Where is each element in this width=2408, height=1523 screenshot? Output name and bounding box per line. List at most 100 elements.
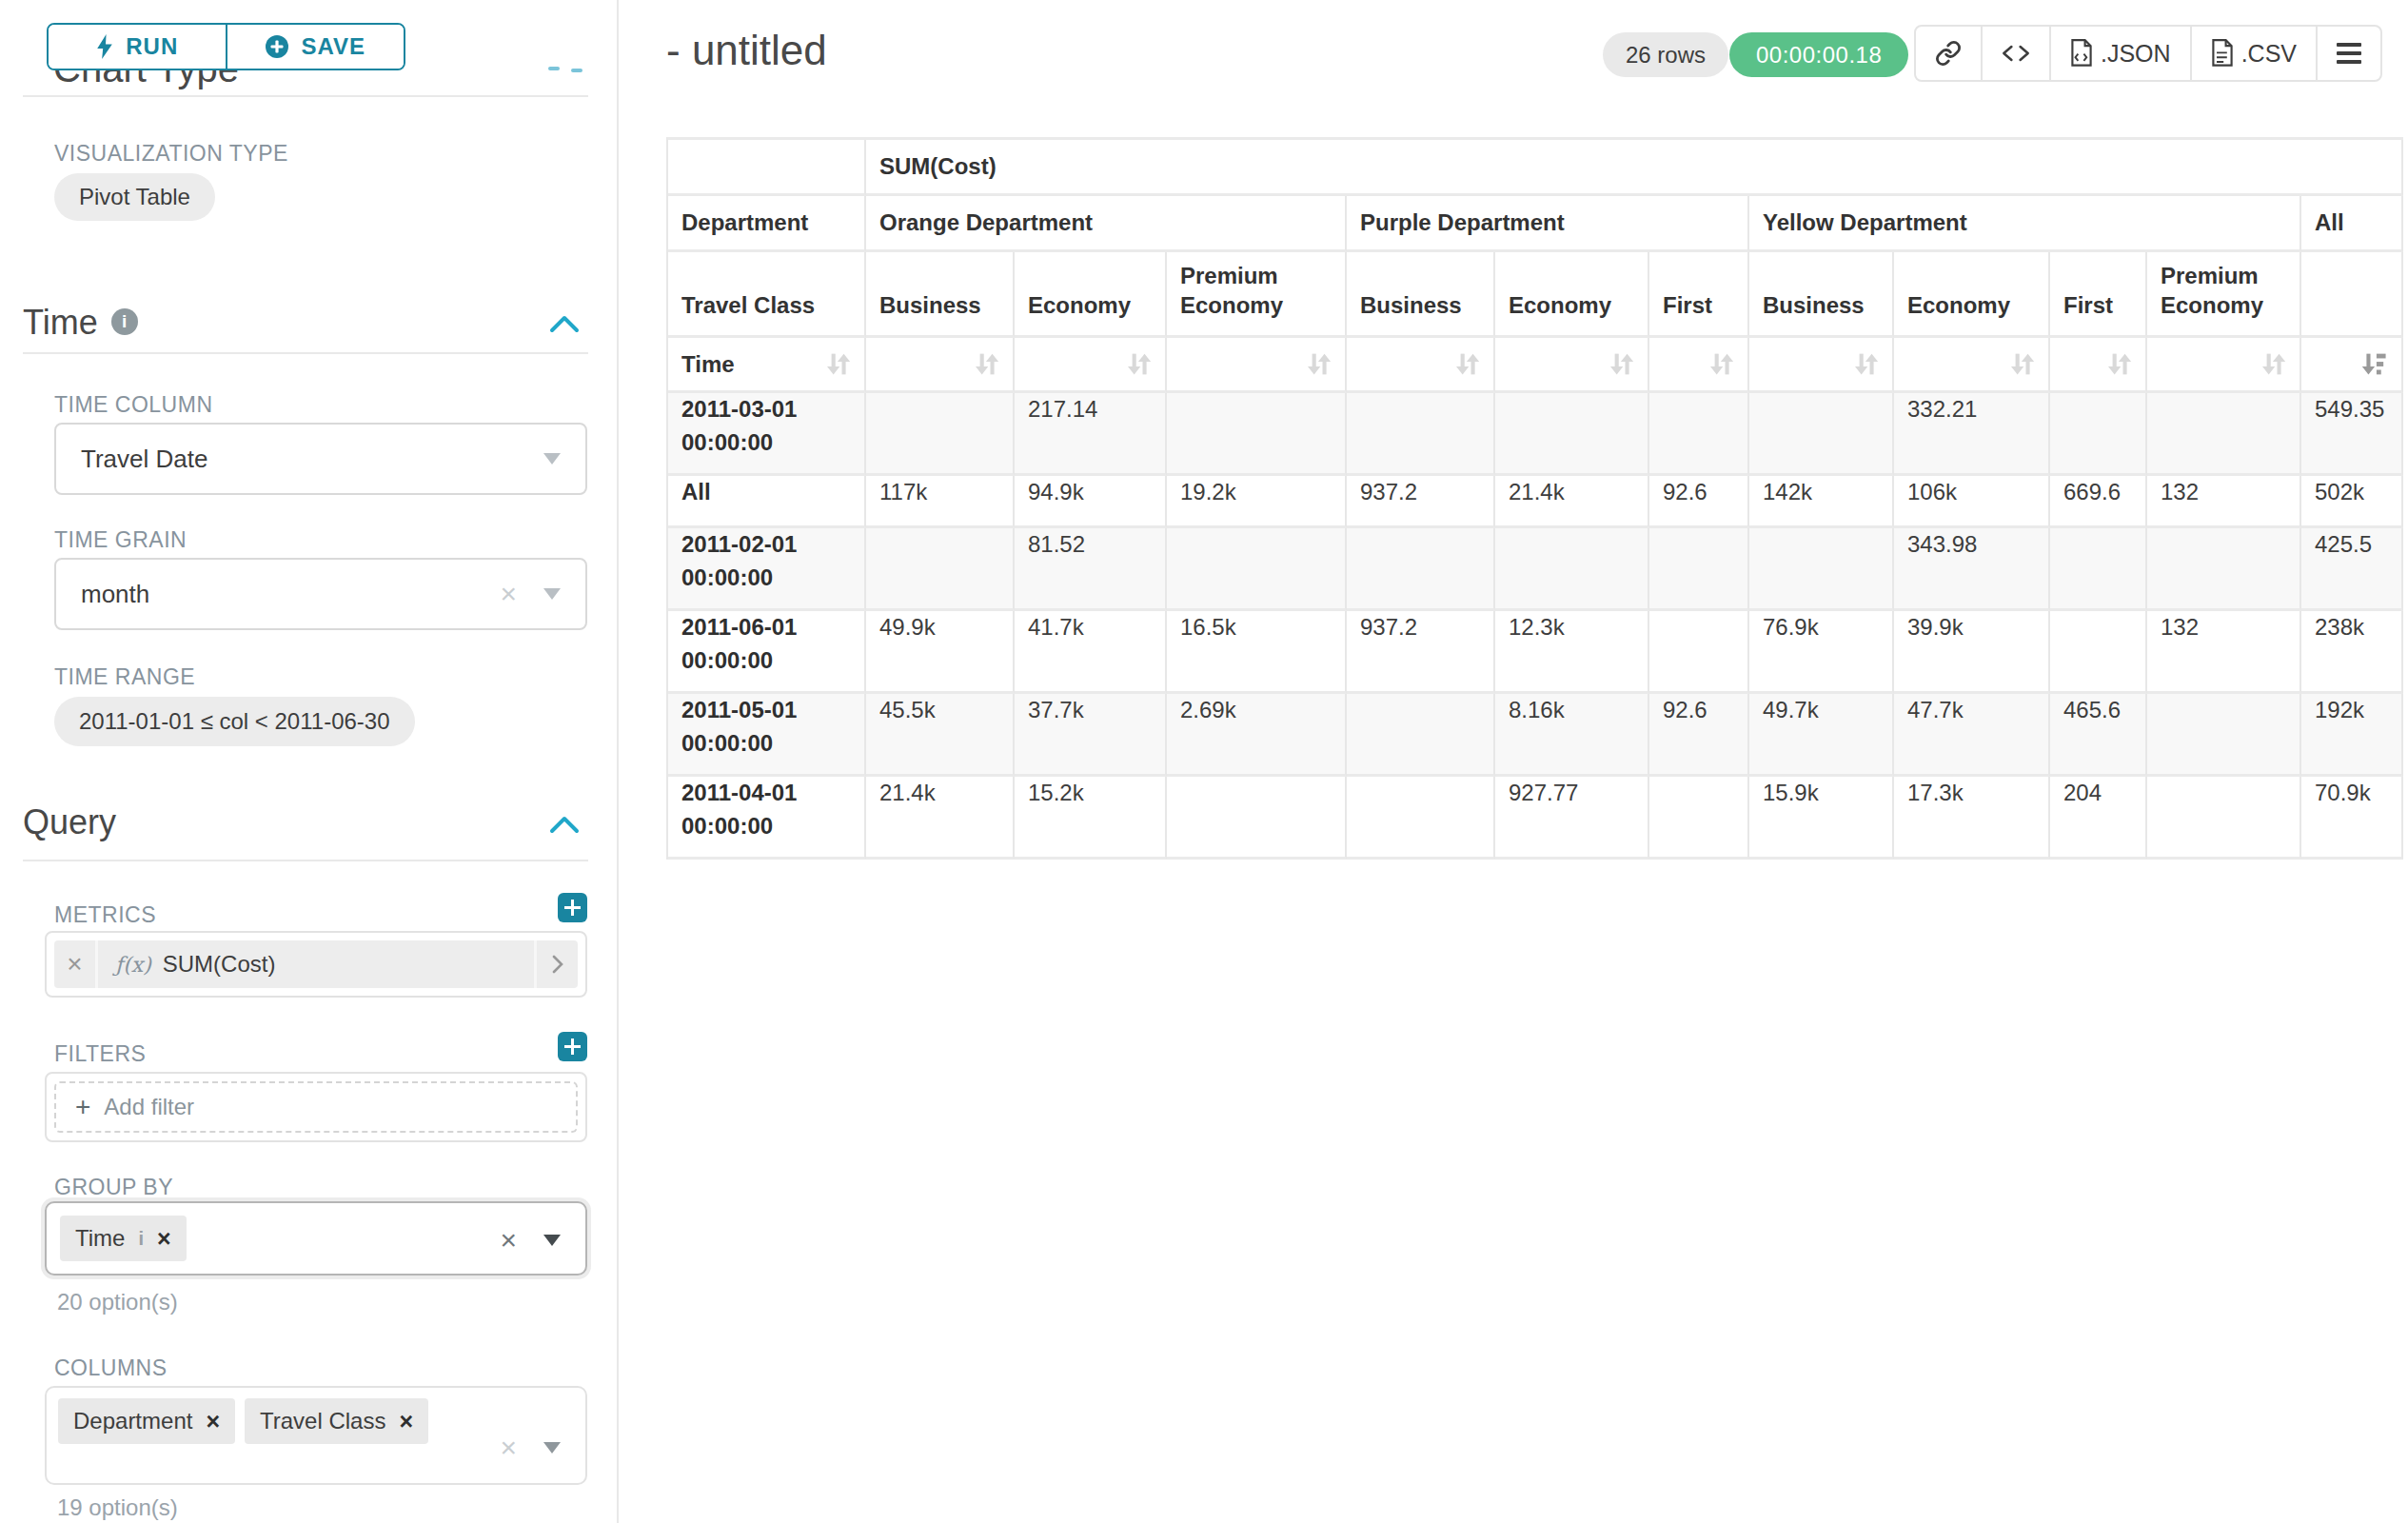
time-section-header[interactable]: Timei [23, 303, 138, 343]
sort-icon[interactable] [2106, 350, 2132, 378]
pivot-sort-cell[interactable] [866, 338, 1015, 393]
pivot-sort-cell[interactable] [2301, 338, 2403, 393]
pivot-value-cell: 343.98 [1894, 528, 2050, 611]
query-section-header[interactable]: Query [23, 802, 116, 842]
sort-icon[interactable] [825, 350, 851, 378]
sort-descending-icon[interactable] [2360, 350, 2388, 378]
menu-button[interactable] [2318, 27, 2380, 80]
pivot-value-cell: 549.35 [2301, 393, 2403, 476]
remove-tag-icon[interactable]: × [399, 1408, 413, 1435]
pivot-value-cell: 94.9k [1015, 476, 1167, 528]
run-button[interactable]: RUN [49, 25, 226, 69]
chevron-up-icon[interactable] [548, 314, 581, 335]
sort-icon[interactable] [2260, 350, 2286, 378]
columns-tag[interactable]: Travel Class× [245, 1398, 428, 1444]
run-button-label: RUN [126, 33, 178, 60]
pivot-sort-cell[interactable] [1347, 338, 1495, 393]
chevron-right-icon[interactable] [534, 940, 578, 988]
chevron-up-icon[interactable] [548, 815, 581, 836]
pivot-corner-cell [668, 140, 866, 196]
pivot-value-cell [1167, 528, 1347, 611]
section-divider [23, 95, 588, 97]
columns-select[interactable]: Department×Travel Class× × [45, 1386, 587, 1485]
remove-metric-icon[interactable]: × [54, 940, 98, 988]
pivot-dimension-label: Travel Class [668, 252, 866, 338]
metrics-container: × ƒ(x) SUM(Cost) [45, 931, 587, 998]
columns-label: COLUMNS [54, 1355, 168, 1381]
chart-title[interactable]: - untitled [666, 27, 827, 74]
json-file-icon [2070, 39, 2093, 68]
time-grain-value: month [81, 580, 149, 609]
pivot-row-dimension-header[interactable]: Time [668, 338, 866, 393]
pivot-row-header: All [668, 476, 866, 528]
group-by-select[interactable]: Timei× × [45, 1201, 587, 1276]
metric-chip[interactable]: ƒ(x) SUM(Cost) [98, 940, 534, 988]
visualization-type-pill[interactable]: Pivot Table [54, 173, 215, 221]
pivot-column-header: Economy [1015, 252, 1167, 338]
pivot-sort-cell[interactable] [1649, 338, 1749, 393]
pivot-dimension-label: Department [668, 196, 866, 252]
export-json-button[interactable]: .JSON [2051, 27, 2192, 80]
pivot-value-cell: 425.5 [2301, 528, 2403, 611]
pivot-value-cell: 332.21 [1894, 393, 2050, 476]
clear-icon[interactable]: × [500, 580, 517, 608]
pivot-value-cell: 217.14 [1015, 393, 1167, 476]
pivot-value-cell: 669.6 [2050, 476, 2147, 528]
sort-icon[interactable] [1454, 350, 1480, 378]
pivot-value-cell: 465.6 [2050, 694, 2147, 777]
copy-link-button[interactable] [1916, 27, 1983, 80]
time-column-select[interactable]: Travel Date [54, 423, 587, 495]
time-column-value: Travel Date [81, 445, 207, 474]
pivot-row-header: 2011-05-01 00:00:00 [668, 694, 866, 777]
columns-tag[interactable]: Department× [58, 1398, 235, 1444]
sort-icon[interactable] [974, 350, 999, 378]
export-csv-label: .CSV [2241, 40, 2297, 68]
sort-icon[interactable] [1306, 350, 1332, 378]
save-button[interactable]: SAVE [226, 25, 405, 69]
pivot-sort-cell[interactable] [2147, 338, 2301, 393]
pivot-value-cell: 92.6 [1649, 694, 1749, 777]
pivot-sort-cell[interactable] [2050, 338, 2147, 393]
code-icon [2002, 41, 2030, 66]
pivot-sort-cell[interactable] [1167, 338, 1347, 393]
pivot-sort-cell[interactable] [1495, 338, 1649, 393]
pivot-column-header: Business [866, 252, 1015, 338]
export-csv-button[interactable]: .CSV [2192, 27, 2318, 80]
sort-icon[interactable] [1126, 350, 1152, 378]
plus-circle-icon [265, 34, 289, 59]
pivot-value-cell [1495, 528, 1649, 611]
pivot-table: SUM(Cost)DepartmentOrange DepartmentPurp… [666, 137, 2403, 860]
pivot-sort-cell[interactable] [1015, 338, 1167, 393]
remove-tag-icon[interactable]: × [157, 1225, 171, 1253]
export-toolbar: .JSON .CSV [1914, 25, 2382, 82]
add-filter-button[interactable]: + Add filter [54, 1081, 578, 1133]
sort-icon[interactable] [1708, 350, 1734, 378]
embed-code-button[interactable] [1983, 27, 2051, 80]
remove-tag-icon[interactable]: × [206, 1408, 220, 1435]
pivot-value-cell: 15.2k [1015, 777, 1167, 860]
chevron-down-icon[interactable] [543, 1442, 561, 1454]
sort-icon[interactable] [1853, 350, 1879, 378]
clear-icon[interactable]: × [500, 1226, 517, 1255]
chevron-down-icon[interactable] [543, 588, 561, 600]
sort-icon[interactable] [2009, 350, 2035, 378]
group-by-tag[interactable]: Timei× [60, 1216, 187, 1261]
pivot-sort-cell[interactable] [1749, 338, 1894, 393]
time-grain-select[interactable]: month × [54, 558, 587, 630]
pivot-value-cell: 238k [2301, 611, 2403, 694]
pivot-value-cell [1347, 393, 1495, 476]
add-filter-plus-button[interactable] [558, 1032, 587, 1061]
add-metric-button[interactable] [558, 893, 587, 922]
sort-icon[interactable] [1609, 350, 1634, 378]
pivot-value-cell [2050, 611, 2147, 694]
clear-icon[interactable]: × [500, 1434, 517, 1462]
pivot-sort-cell[interactable] [1894, 338, 2050, 393]
pivot-value-cell: 45.5k [866, 694, 1015, 777]
menu-icon [2337, 43, 2361, 64]
chevron-down-icon[interactable] [543, 453, 561, 465]
export-json-label: .JSON [2101, 40, 2171, 68]
time-range-pill[interactable]: 2011-01-01 ≤ col < 2011-06-30 [54, 697, 415, 746]
section-divider [23, 352, 588, 354]
control-panel: Chart Type RUN SAVE VISUALIZATION TYPE P… [0, 0, 619, 1523]
chevron-down-icon[interactable] [543, 1235, 561, 1246]
